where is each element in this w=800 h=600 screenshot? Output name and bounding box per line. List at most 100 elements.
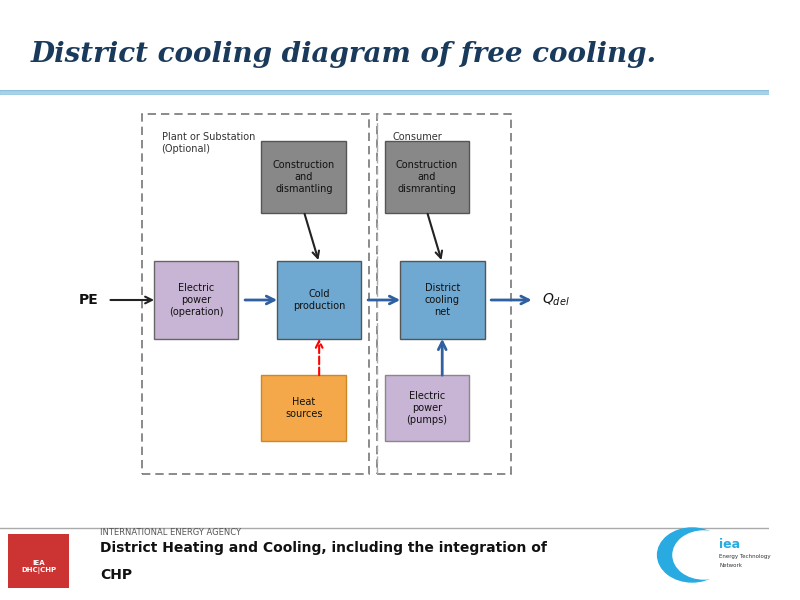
Bar <box>0 91 769 92</box>
Bar <box>0 91 769 92</box>
Bar <box>0 91 769 92</box>
Bar <box>0 92 769 93</box>
Bar <box>0 91 769 92</box>
Text: Consumer: Consumer <box>392 132 442 142</box>
Text: District Heating and Cooling, including the integration of: District Heating and Cooling, including … <box>100 541 547 555</box>
Text: Electric
power
(operation): Electric power (operation) <box>169 283 223 317</box>
Bar <box>0 91 769 92</box>
Bar <box>0 92 769 93</box>
Bar <box>0 92 769 93</box>
FancyBboxPatch shape <box>385 375 469 441</box>
Bar <box>0 91 769 92</box>
Bar <box>0 91 769 92</box>
Text: CHP: CHP <box>100 568 132 582</box>
Bar <box>0 91 769 92</box>
Bar <box>0 92 769 93</box>
Bar <box>0 91 769 92</box>
Bar <box>0 91 769 92</box>
Bar <box>0 92 769 93</box>
Bar <box>0 91 769 92</box>
Bar <box>0 91 769 92</box>
Bar <box>0 91 769 92</box>
Bar <box>0 91 769 92</box>
Bar <box>0 92 769 93</box>
Bar <box>0 92 769 93</box>
Text: $Q_{del}$: $Q_{del}$ <box>542 292 570 308</box>
Bar <box>0 91 769 92</box>
Text: Heat
sources: Heat sources <box>285 397 322 419</box>
Text: District
cooling
net: District cooling net <box>425 283 460 317</box>
Bar <box>0 91 769 92</box>
Bar <box>0 91 769 92</box>
Bar <box>0 91 769 92</box>
Bar <box>0 91 769 92</box>
Bar <box>0 91 769 92</box>
Bar <box>0 91 769 92</box>
Bar <box>0 91 769 92</box>
Bar <box>0 91 769 92</box>
Bar <box>0 91 769 92</box>
FancyBboxPatch shape <box>262 141 346 213</box>
Bar <box>0 91 769 92</box>
Bar <box>0 92 769 93</box>
Bar <box>0 91 769 92</box>
Bar <box>0 91 769 92</box>
Bar <box>0 92 769 93</box>
Bar <box>0 91 769 92</box>
Text: Cold
production: Cold production <box>293 289 346 311</box>
Bar <box>0 91 769 92</box>
Bar <box>0 92 769 93</box>
Text: Plant or Substation
(Optional): Plant or Substation (Optional) <box>162 132 255 154</box>
Bar <box>0 91 769 92</box>
Text: Network: Network <box>719 563 742 568</box>
Bar <box>0 91 769 92</box>
Text: Electric
power
(pumps): Electric power (pumps) <box>406 391 447 425</box>
Text: IEA
DHC|CHP: IEA DHC|CHP <box>21 560 56 574</box>
FancyBboxPatch shape <box>154 261 238 339</box>
Bar <box>0 91 769 92</box>
Bar <box>0 0 769 93</box>
Bar <box>0 91 769 92</box>
Bar <box>0 91 769 92</box>
Bar <box>0 91 769 92</box>
Bar <box>0 92 769 93</box>
Bar <box>0 91 769 92</box>
Bar <box>0 92 769 93</box>
Bar <box>0 92 769 93</box>
Text: INTERNATIONAL ENERGY AGENCY: INTERNATIONAL ENERGY AGENCY <box>100 528 241 537</box>
Bar <box>0 91 769 92</box>
Bar <box>0 91 769 92</box>
Bar <box>0 91 769 92</box>
Bar <box>0 92 769 93</box>
Text: Construction
and
dismranting: Construction and dismranting <box>396 160 458 194</box>
Bar <box>0 91 769 92</box>
FancyBboxPatch shape <box>262 375 346 441</box>
Bar <box>0 91 769 92</box>
Bar <box>8 534 70 588</box>
Bar <box>0 91 769 92</box>
FancyBboxPatch shape <box>385 141 469 213</box>
Text: Construction
and
dismantling: Construction and dismantling <box>273 160 335 194</box>
Bar <box>0 91 769 92</box>
Text: District cooling diagram of free cooling.: District cooling diagram of free cooling… <box>30 40 657 67</box>
FancyBboxPatch shape <box>400 261 485 339</box>
Bar <box>0 91 769 92</box>
Bar <box>0 92 769 93</box>
Bar <box>0 92 769 93</box>
Bar <box>0 92 769 93</box>
Bar <box>0 91 769 92</box>
Text: iea: iea <box>719 538 740 551</box>
Bar <box>0 92 769 93</box>
Bar <box>0 91 769 92</box>
Bar <box>0 91 769 92</box>
Circle shape <box>673 531 734 579</box>
Text: Energy Technology: Energy Technology <box>719 554 770 559</box>
Text: PE: PE <box>78 293 98 307</box>
Bar <box>0 91 769 92</box>
Bar <box>0 91 769 92</box>
Bar <box>0 91 769 92</box>
Bar <box>0 91 769 92</box>
FancyBboxPatch shape <box>277 261 362 339</box>
Bar <box>0 91 769 92</box>
Bar <box>0 91 769 92</box>
